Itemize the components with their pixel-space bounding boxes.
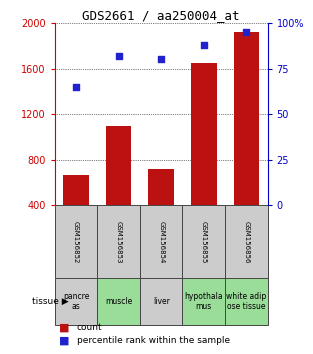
Bar xyxy=(97,205,140,278)
Bar xyxy=(182,205,225,278)
Text: GSM156855: GSM156855 xyxy=(201,221,207,263)
Bar xyxy=(55,205,97,278)
Text: GSM156854: GSM156854 xyxy=(158,221,164,263)
Bar xyxy=(106,126,131,205)
Point xyxy=(201,42,206,48)
Text: pancre
as: pancre as xyxy=(63,292,89,312)
Bar xyxy=(233,32,259,205)
Text: ■: ■ xyxy=(59,336,70,346)
Title: GDS2661 / aa250004_at: GDS2661 / aa250004_at xyxy=(82,9,240,22)
Text: GSM156852: GSM156852 xyxy=(73,221,79,263)
Text: GSM156856: GSM156856 xyxy=(243,221,249,263)
Text: percentile rank within the sample: percentile rank within the sample xyxy=(77,336,230,345)
Point xyxy=(116,53,121,59)
Text: tissue ▶: tissue ▶ xyxy=(32,297,69,306)
Bar xyxy=(225,278,268,325)
Bar xyxy=(63,175,89,205)
Bar xyxy=(225,205,268,278)
Bar xyxy=(140,205,182,278)
Bar xyxy=(148,169,174,205)
Bar xyxy=(191,63,217,205)
Text: ■: ■ xyxy=(59,323,70,333)
Bar xyxy=(182,278,225,325)
Bar xyxy=(140,278,182,325)
Text: count: count xyxy=(77,323,102,332)
Text: liver: liver xyxy=(153,297,170,306)
Text: muscle: muscle xyxy=(105,297,132,306)
Text: hypothala
mus: hypothala mus xyxy=(184,292,223,312)
Point xyxy=(74,84,79,90)
Text: white adip
ose tissue: white adip ose tissue xyxy=(226,292,266,312)
Point xyxy=(244,29,249,35)
Text: GSM156853: GSM156853 xyxy=(115,221,122,263)
Bar xyxy=(55,278,97,325)
Bar xyxy=(97,278,140,325)
Point xyxy=(159,57,164,62)
